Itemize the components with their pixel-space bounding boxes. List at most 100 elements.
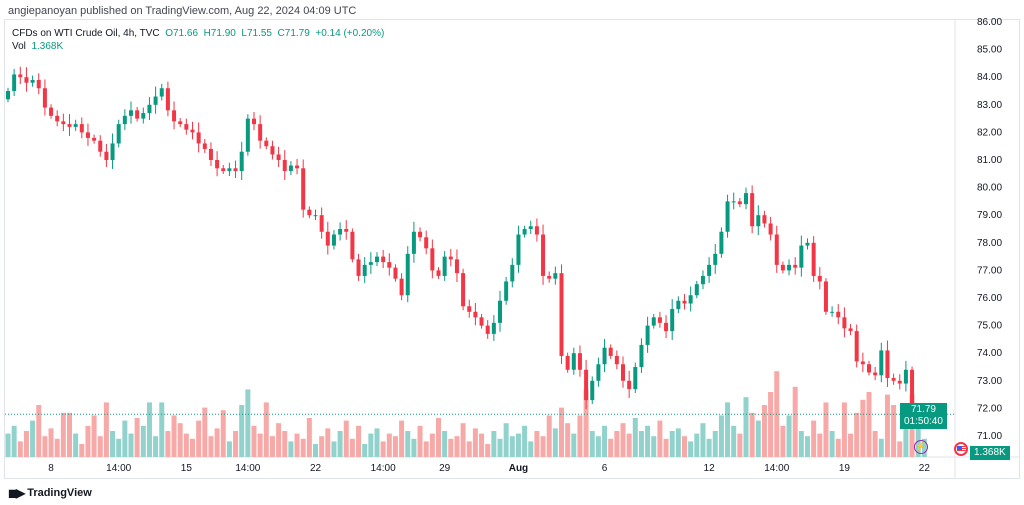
volume-bar [848, 433, 854, 457]
candle-body [104, 151, 109, 160]
volume-bar [509, 436, 515, 457]
candle-body [436, 270, 441, 276]
volume-bar [565, 423, 571, 457]
brand-name: TradingView [27, 487, 92, 499]
volume-bar [454, 436, 460, 457]
candle-body [141, 113, 146, 119]
candle-body [479, 317, 484, 326]
candle-body [830, 311, 835, 313]
volume-bar [171, 415, 177, 457]
candle-body [221, 168, 226, 172]
volume-bar [841, 402, 847, 457]
candle-body [504, 281, 509, 301]
candle-body [584, 369, 589, 401]
candle-body [350, 231, 355, 260]
candle-body [498, 300, 502, 323]
volume-bar [602, 425, 608, 457]
candle-body [817, 275, 822, 282]
candle-body [596, 364, 601, 381]
tradingview-logo[interactable]: ◼▶ TradingView [8, 486, 92, 500]
volume-bar [749, 412, 755, 457]
candle-body [854, 331, 859, 362]
candle-body [362, 264, 367, 276]
candle-body [73, 124, 78, 127]
volume-bar [442, 431, 448, 457]
volume-bar [466, 441, 472, 457]
volume-bar [300, 438, 306, 457]
volume-bar [134, 418, 140, 457]
volume-bar [472, 428, 478, 457]
candle-body [129, 110, 133, 116]
volume-bar [405, 431, 411, 457]
volume-bar [589, 431, 595, 457]
volume-bar [669, 431, 675, 457]
candle-body [258, 124, 263, 141]
candle-body [122, 115, 127, 125]
price-tick-label: 81.00 [977, 155, 1002, 166]
candle-body [424, 237, 429, 249]
candle-body [842, 317, 847, 329]
candle-body [282, 160, 287, 172]
candle-body [553, 273, 558, 279]
time-tick-label: 29 [439, 463, 451, 474]
volume-bar [682, 436, 687, 457]
volume-bar [23, 431, 29, 457]
volume-bar [694, 433, 700, 457]
price-tick-label: 73.00 [977, 376, 1002, 387]
candle-body [55, 115, 60, 122]
candle-body [848, 328, 853, 332]
candle-body [295, 165, 300, 169]
candle-body [49, 107, 54, 116]
volume-bar [632, 418, 638, 457]
us-flag-icon[interactable] [954, 442, 968, 456]
time-tick-label: 22 [310, 463, 322, 474]
candle-body [178, 121, 183, 125]
volume-bar [392, 436, 398, 457]
volume-bar [429, 433, 435, 457]
candle-body [227, 168, 232, 172]
volume-bar [411, 438, 417, 457]
candle-body [516, 234, 521, 265]
candle-body [873, 372, 878, 376]
volume-bar [79, 444, 85, 457]
candle-body [879, 350, 884, 376]
volume-bar [349, 438, 355, 457]
volume-bar [368, 433, 374, 457]
candle-body [67, 124, 72, 127]
volume-bar [214, 428, 220, 457]
candle-body [325, 231, 330, 246]
volume-bar [122, 420, 128, 457]
lightning-event-icon[interactable]: ⚡ [914, 440, 928, 454]
time-tick-label: 19 [839, 463, 851, 474]
volume-bar [60, 412, 66, 457]
price-tick-label: 71.00 [977, 431, 1002, 442]
volume-bar [140, 425, 146, 457]
candle-body [688, 295, 693, 304]
candle-body [448, 256, 453, 260]
candle-body [473, 311, 478, 318]
volume-bar [263, 402, 269, 457]
candle-body [375, 256, 379, 263]
candle-body [614, 355, 619, 365]
volume-bar [282, 431, 288, 457]
volume-bar [239, 405, 245, 457]
candle-body [633, 367, 638, 390]
volume-bar [675, 428, 681, 457]
volume-bar [718, 415, 724, 457]
chart-frame [4, 19, 1020, 479]
volume-bar [177, 423, 183, 457]
volume-bar [854, 412, 860, 457]
chart-legend: CFDs on WTI Crude Oil, 4h, TVC O71.66 H7… [12, 27, 384, 53]
candle-body [411, 231, 416, 254]
volume-bar [571, 433, 577, 457]
candle-body [547, 275, 552, 279]
volume-bar [73, 433, 79, 457]
candle-body [387, 262, 392, 268]
price-tick-label: 82.00 [977, 127, 1002, 138]
candle-body [897, 380, 902, 384]
volume-bar [257, 433, 263, 457]
candle-body [190, 129, 195, 133]
candle-body [270, 146, 275, 155]
volume-bar [829, 431, 835, 457]
